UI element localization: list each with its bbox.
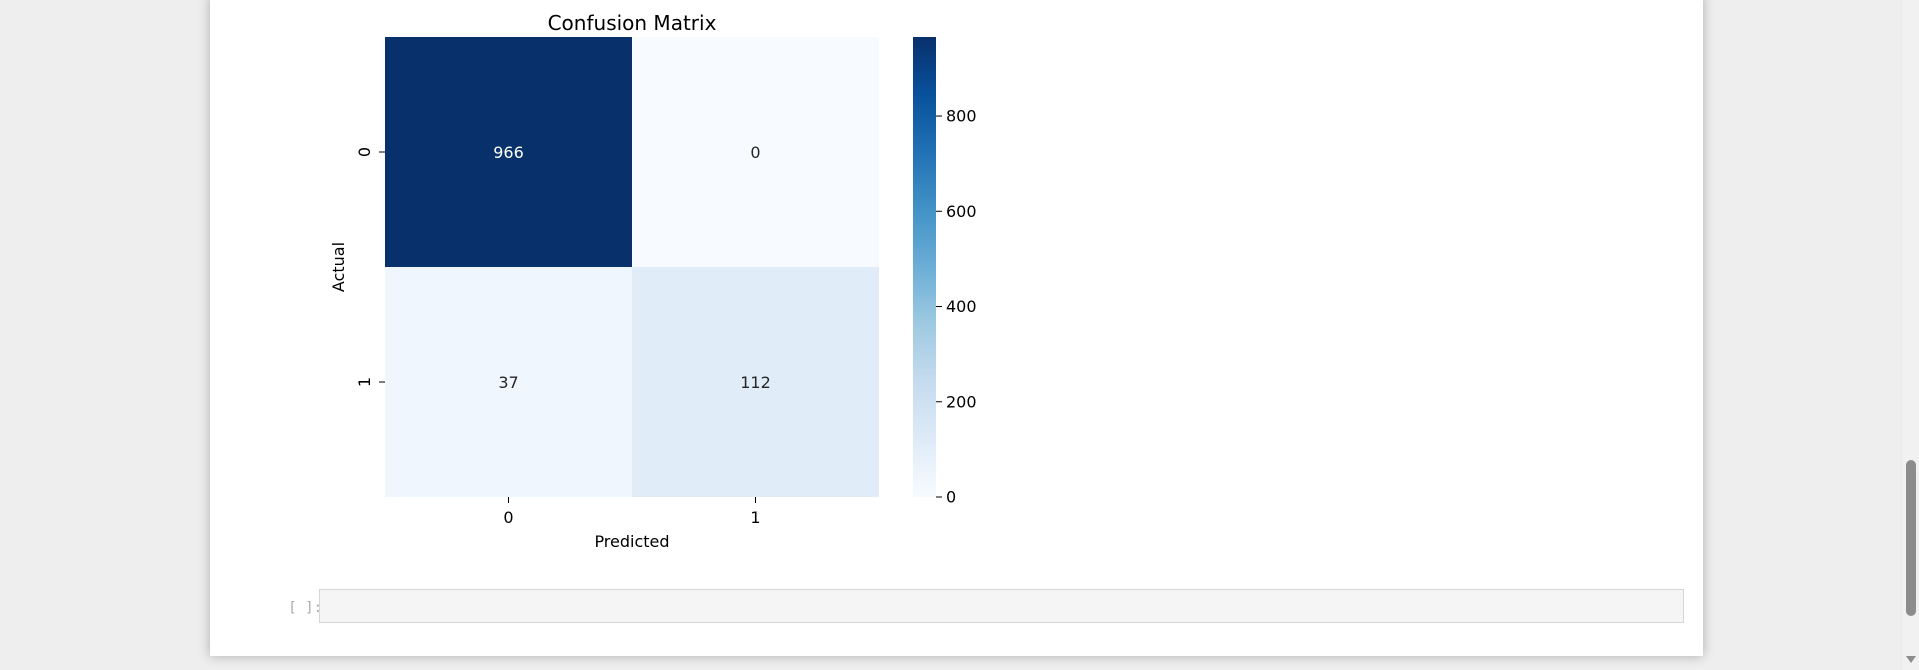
heatmap-cell xyxy=(385,37,632,267)
colorbar xyxy=(913,37,936,497)
y-tick-label: 0 xyxy=(355,147,374,157)
cell-value-label: 966 xyxy=(493,143,524,162)
notebook-page: Confusion Matrix 966 0 37 112 0 1 Predicted 0 1 Ac… xyxy=(210,0,1703,656)
chart-title: Confusion Matrix xyxy=(548,11,717,35)
x-tick-label: 0 xyxy=(503,508,513,527)
cell-value-label: 0 xyxy=(750,143,760,162)
heatmap-cell xyxy=(632,267,879,497)
heatmap-cell xyxy=(385,267,632,497)
colorbar-tick-label: 600 xyxy=(946,202,977,221)
heatmap-cell xyxy=(632,37,879,267)
colorbar-tick-label: 200 xyxy=(946,392,977,411)
scroll-down-arrow-icon[interactable] xyxy=(1906,656,1916,663)
x-axis-label: Predicted xyxy=(594,532,669,551)
colorbar-tick-label: 400 xyxy=(946,297,977,316)
cell-value-label: 112 xyxy=(740,373,771,392)
colorbar-tick-label: 800 xyxy=(946,107,977,126)
cell-value-label: 37 xyxy=(498,373,518,392)
cell-prompt: [ ]: xyxy=(288,600,322,616)
vertical-scrollbar[interactable] xyxy=(1903,0,1919,670)
confusion-matrix-figure: Confusion Matrix 966 0 37 112 0 1 Predicted 0 1 Ac… xyxy=(329,11,977,551)
x-tick-label: 1 xyxy=(750,508,760,527)
y-axis-label: Actual xyxy=(329,242,348,292)
colorbar-tick-label: 0 xyxy=(946,488,956,507)
y-tick-label: 1 xyxy=(355,377,374,387)
empty-code-cell-input[interactable] xyxy=(319,589,1684,623)
scrollbar-thumb[interactable] xyxy=(1906,460,1916,616)
